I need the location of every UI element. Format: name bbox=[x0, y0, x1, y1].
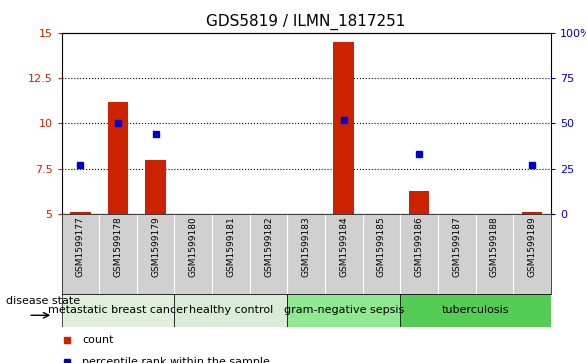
Bar bbox=[175, 294, 287, 327]
Text: GSM1599183: GSM1599183 bbox=[302, 217, 311, 277]
Bar bbox=[333, 42, 354, 214]
Text: percentile rank within the sample: percentile rank within the sample bbox=[82, 357, 270, 363]
Text: GSM1599188: GSM1599188 bbox=[490, 217, 499, 277]
Text: GSM1599179: GSM1599179 bbox=[151, 217, 160, 277]
Text: GSM1599177: GSM1599177 bbox=[76, 217, 85, 277]
Bar bbox=[522, 212, 543, 214]
Bar bbox=[400, 294, 551, 327]
Title: GDS5819 / ILMN_1817251: GDS5819 / ILMN_1817251 bbox=[206, 14, 406, 30]
Text: tuberculosis: tuberculosis bbox=[442, 305, 509, 315]
Bar bbox=[145, 160, 166, 214]
Bar bbox=[287, 294, 400, 327]
Text: GSM1599186: GSM1599186 bbox=[415, 217, 424, 277]
Text: GSM1599184: GSM1599184 bbox=[339, 217, 348, 277]
Text: GSM1599178: GSM1599178 bbox=[114, 217, 122, 277]
Bar bbox=[108, 102, 128, 214]
Text: GSM1599181: GSM1599181 bbox=[226, 217, 236, 277]
Text: GSM1599185: GSM1599185 bbox=[377, 217, 386, 277]
Text: GSM1599180: GSM1599180 bbox=[189, 217, 197, 277]
Text: GSM1599182: GSM1599182 bbox=[264, 217, 273, 277]
Text: gram-negative sepsis: gram-negative sepsis bbox=[284, 305, 404, 315]
Text: disease state: disease state bbox=[6, 296, 80, 306]
Text: healthy control: healthy control bbox=[189, 305, 273, 315]
Text: GSM1599187: GSM1599187 bbox=[452, 217, 461, 277]
Text: metastatic breast cancer: metastatic breast cancer bbox=[48, 305, 188, 315]
Bar bbox=[409, 191, 430, 214]
Text: GSM1599189: GSM1599189 bbox=[527, 217, 537, 277]
Bar bbox=[62, 294, 175, 327]
Text: count: count bbox=[82, 335, 114, 345]
Bar bbox=[70, 212, 91, 214]
